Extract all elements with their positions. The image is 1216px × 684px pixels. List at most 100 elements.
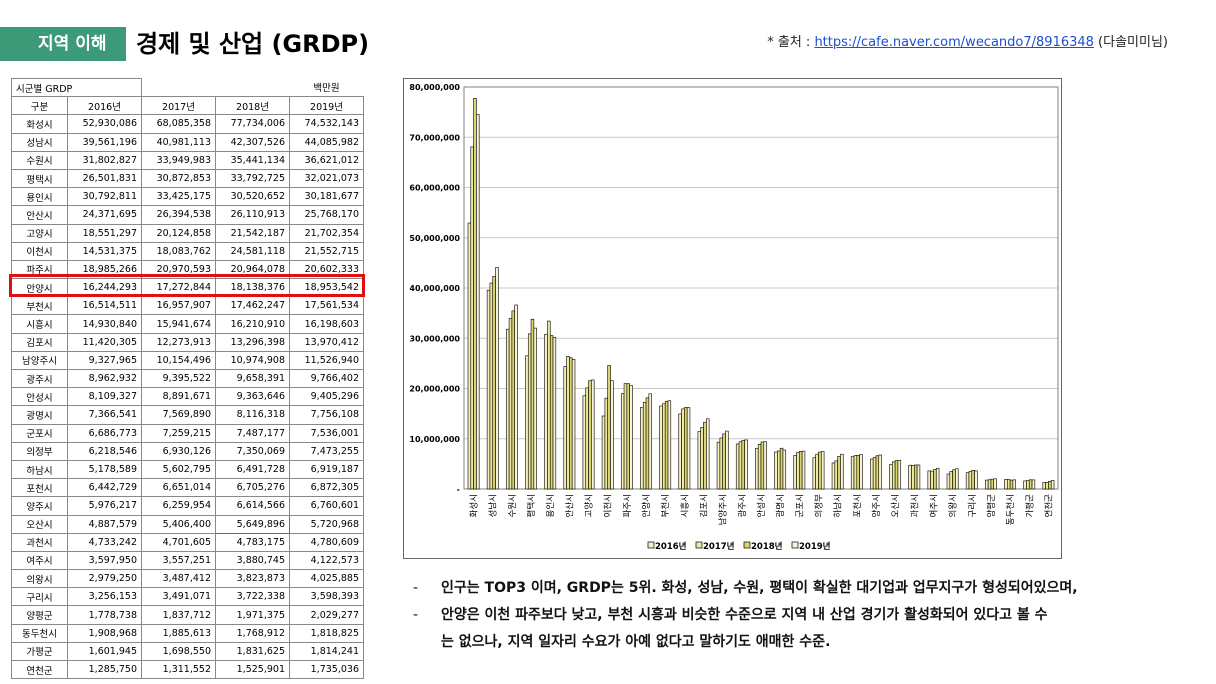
table-cell: 68,085,358 xyxy=(141,114,216,134)
x-tick-label: 여주시 xyxy=(928,494,939,517)
table-cell: 52,930,086 xyxy=(67,114,142,134)
bar xyxy=(796,452,800,490)
bar xyxy=(779,447,784,490)
table-cell: 5,602,795 xyxy=(141,459,216,480)
table-row: 과천시 4,733,242 4,701,605 4,783,175 4,780,609 xyxy=(11,532,364,552)
table-caption: 시군별 GRDP xyxy=(11,77,142,98)
table-row-label: 의왕시 xyxy=(11,569,68,589)
bar xyxy=(525,355,529,490)
table-row: 가평군 1,601,945 1,698,550 1,831,625 1,814,241 xyxy=(11,641,364,662)
bar xyxy=(544,333,548,490)
bar xyxy=(640,407,644,490)
bar xyxy=(1009,479,1014,490)
bar xyxy=(716,441,721,490)
table-cell: 42,307,526 xyxy=(215,132,290,152)
bar xyxy=(760,441,765,490)
x-tick-label: 용인시 xyxy=(545,494,556,517)
bar xyxy=(725,430,729,490)
table-cell: 30,181,677 xyxy=(289,187,364,207)
y-tick-label: 50,000,000 xyxy=(409,234,460,243)
x-tick-label: 평택시 xyxy=(526,494,537,517)
bar xyxy=(782,449,787,490)
table-cell: 8,962,932 xyxy=(67,368,142,389)
table-cell: 16,514,511 xyxy=(67,296,142,316)
bar xyxy=(908,464,912,490)
table-cell: 1,908,968 xyxy=(67,623,142,643)
table-cell: 1,971,375 xyxy=(215,605,290,625)
bullet-continuation: 는 없으나, 지역 일자리 수요가 아예 없다고 말하기도 애매한 수준. xyxy=(441,634,831,650)
table-cell: 11,526,940 xyxy=(289,350,364,371)
table-row: 김포시 11,420,305 12,273,913 13,296,398 13,970,… xyxy=(11,332,364,352)
bar xyxy=(755,447,759,490)
bar xyxy=(547,320,551,490)
bar xyxy=(1028,479,1033,490)
bar xyxy=(549,335,554,490)
table-row-label: 부천시 xyxy=(11,296,68,316)
bar xyxy=(722,433,726,490)
bar xyxy=(527,333,532,490)
bar xyxy=(470,146,474,490)
table-cell: 1,814,241 xyxy=(289,641,364,662)
table-row: 구리시 3,256,153 3,491,071 3,722,338 3,598,393 xyxy=(11,587,364,607)
bar xyxy=(913,464,918,490)
bar xyxy=(818,451,822,490)
bar xyxy=(1048,481,1052,490)
bar xyxy=(889,464,893,490)
bar xyxy=(552,337,557,490)
table-cell: 5,178,589 xyxy=(67,459,142,480)
page-title: 경제 및 산업 (GRDP) xyxy=(136,30,370,58)
y-tick-label: 30,000,000 xyxy=(409,334,460,343)
bar xyxy=(697,431,702,490)
table-row: 오산시 4,887,579 5,406,400 5,649,896 5,720,968 xyxy=(11,514,364,534)
bar xyxy=(837,456,841,490)
table-row: 수원시 31,802,827 33,949,983 35,441,134 36,621,… xyxy=(11,150,364,170)
table-row-label: 안성시 xyxy=(11,387,68,407)
bar xyxy=(604,397,609,490)
table-row: 평택시 26,501,831 30,872,853 33,792,725 32,021,… xyxy=(11,168,364,189)
bar xyxy=(629,385,633,490)
table-cell: 77,734,006 xyxy=(215,114,290,134)
bar xyxy=(623,383,628,490)
table-cell: 6,218,546 xyxy=(67,441,142,461)
x-tick-label: 군포시 xyxy=(795,494,805,517)
table-cell: 2,029,277 xyxy=(289,605,364,625)
table-row-label: 안산시 xyxy=(11,205,68,225)
legend-label: 2018년 xyxy=(751,541,783,552)
table-cell: 6,872,305 xyxy=(289,478,364,498)
bar xyxy=(801,450,806,490)
table-row-label: 양주시 xyxy=(11,496,68,516)
table-row-label: 여주시 xyxy=(11,550,68,571)
table-cell: 6,686,773 xyxy=(67,423,142,443)
table-cell: 20,124,858 xyxy=(141,223,216,243)
bar xyxy=(642,401,647,490)
x-tick-label: 김포시 xyxy=(699,494,710,517)
bar xyxy=(626,383,630,490)
table-row: 포천시 6,442,729 6,651,014 6,705,276 6,872,305 xyxy=(11,478,364,498)
table-cell: 7,536,001 xyxy=(289,423,364,443)
legend-label: 2019년 xyxy=(799,541,831,552)
table-cell: 7,473,255 xyxy=(289,441,364,461)
table-cell: 17,561,534 xyxy=(289,296,364,316)
table-row: 양평군 1,778,738 1,837,712 1,971,375 2,029,277 xyxy=(11,605,364,625)
table-cell: 1,601,945 xyxy=(67,641,142,662)
table-cell: 5,649,896 xyxy=(215,514,290,534)
table-cell: 1,837,712 xyxy=(141,605,216,625)
bar xyxy=(738,441,743,490)
table-cell: 4,025,885 xyxy=(289,569,364,589)
bullet-notes: - 인구는 TOP3 이며, GRDP는 5위. 화성, 성남, 수원, 평택이 … xyxy=(413,575,1173,656)
bullet-dash: - xyxy=(413,607,419,623)
table-cell: 35,441,134 xyxy=(215,150,290,170)
bar xyxy=(875,455,880,490)
bar xyxy=(1004,479,1008,490)
bar xyxy=(799,451,803,490)
bar xyxy=(506,328,510,490)
source-link[interactable]: https://cafe.naver.com/wecando7/8916348 xyxy=(814,35,1094,50)
table-cell: 3,491,071 xyxy=(141,587,216,607)
bar xyxy=(495,267,499,490)
x-tick-label: 동두천시 xyxy=(1005,494,1016,525)
bar xyxy=(585,387,589,490)
table-row: 부천시 16,514,511 16,957,907 17,462,247 17,561,… xyxy=(11,296,364,316)
table-cell: 4,122,573 xyxy=(289,550,364,571)
table-cell: 6,491,728 xyxy=(215,459,290,480)
table-caption-row: 시군별 GRDP 백만원 xyxy=(11,77,364,98)
